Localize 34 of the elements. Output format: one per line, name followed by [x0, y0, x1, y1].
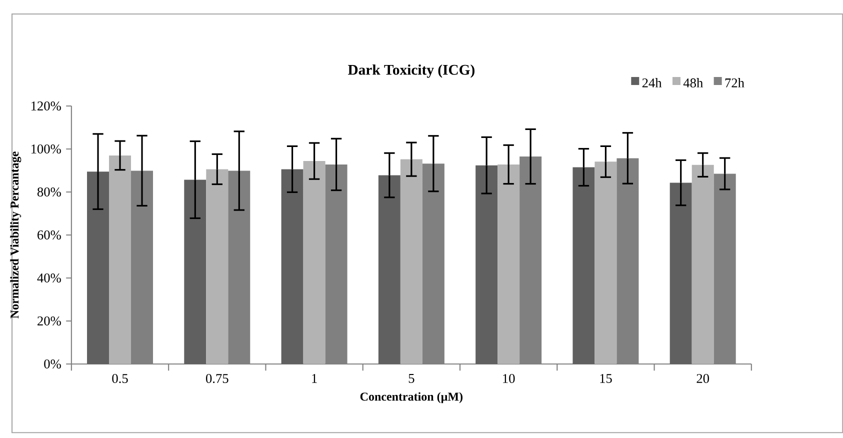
bar: [498, 164, 520, 364]
bar: [378, 175, 400, 364]
y-tick-label: 40%: [37, 273, 61, 282]
x-tick-label: 20: [696, 374, 710, 384]
y-tick-label: 120%: [31, 101, 61, 111]
y-tick-label: 20%: [38, 316, 61, 326]
bar: [281, 169, 304, 364]
bar: [109, 155, 132, 364]
bar: [206, 169, 228, 364]
x-axis-title: Concentration (µM): [360, 392, 462, 404]
bar: [87, 172, 110, 364]
bar: [184, 180, 206, 364]
x-tick-label: 15: [600, 374, 612, 383]
y-tick-label: 60%: [38, 230, 61, 240]
y-axis-title: Normalized Viability Percantage: [10, 152, 22, 318]
x-tick-label: 5: [408, 374, 414, 383]
y-tick-label: 80%: [37, 187, 61, 196]
bar: [594, 162, 617, 364]
legend-label: 24h: [642, 78, 662, 88]
y-tick-label: 0%: [44, 359, 61, 368]
x-tick-label: 0.5: [112, 374, 128, 384]
legend-label: 48h: [683, 78, 703, 88]
bar: [303, 161, 326, 364]
chart-title: Dark Toxicity (ICG): [348, 64, 474, 78]
bar: [670, 182, 692, 364]
bar: [476, 165, 498, 364]
legend-label: 72h: [725, 78, 744, 88]
y-tick-label: 100%: [31, 144, 61, 154]
bar: [400, 159, 422, 364]
bar: [572, 167, 595, 364]
x-tick-label: 0.75: [206, 374, 228, 384]
x-tick-label: 10: [503, 374, 515, 384]
x-tick-label: 1: [312, 374, 317, 383]
bar: [692, 164, 714, 364]
